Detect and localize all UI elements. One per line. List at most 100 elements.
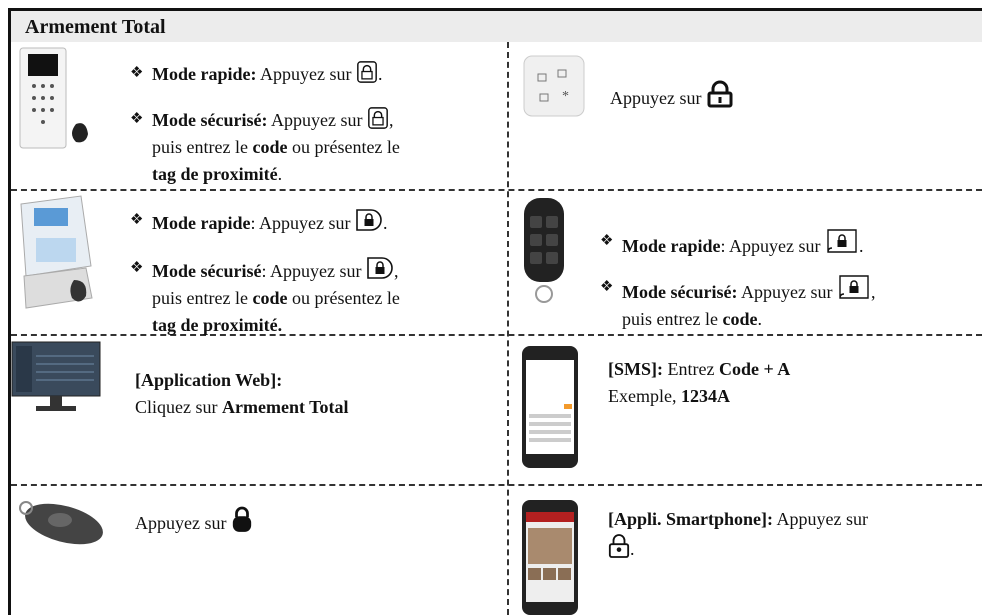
bullet: ❖ — [600, 233, 614, 249]
text-run: Mode rapide — [152, 213, 251, 233]
graphic: * — [562, 89, 569, 104]
bullet-item: ❖ Mode rapide: Appuyez sur . — [130, 60, 400, 88]
graphic — [34, 208, 68, 226]
keypad-image — [19, 47, 88, 149]
graphic — [32, 84, 54, 124]
text-run: : Appuyez sur — [250, 213, 355, 233]
text-run: [SMS]: — [608, 359, 663, 379]
graphic — [32, 108, 36, 112]
text-run: . — [277, 164, 283, 184]
graphic — [70, 280, 87, 302]
text-run: ou présentez le — [287, 137, 400, 157]
text-run: . — [858, 236, 864, 256]
text-run: 1234A — [680, 386, 730, 406]
text-run: Mode rapide — [622, 236, 721, 256]
text-run: . — [757, 309, 762, 329]
text-run: Mode sécurisé: — [622, 282, 738, 302]
graphic — [529, 438, 571, 442]
graphic — [368, 258, 392, 278]
graphic — [358, 62, 376, 82]
table-left-border — [8, 42, 11, 615]
bullet-item: ❖ Mode rapide: Appuyez sur . — [600, 228, 875, 260]
instruction-text: [SMS]: Entrez Code + A Exemple, 1234A — [608, 356, 790, 410]
graphic — [537, 69, 567, 102]
graphic — [530, 234, 542, 246]
text-run: : Appuyez sur — [720, 236, 825, 256]
graphic — [50, 96, 54, 100]
graphic — [528, 528, 572, 564]
bullet-item: ❖ Mode rapide: Appuyez sur . — [130, 207, 400, 237]
graphic — [546, 216, 558, 228]
keypad-image: * — [523, 55, 585, 117]
text-run: , — [393, 261, 399, 281]
graphic — [19, 501, 33, 515]
graphic — [523, 55, 585, 117]
bullet: ❖ — [600, 279, 614, 295]
bullet-item: ❖ Mode sécurisé: Appuyez sur , puis entrez… — [130, 106, 400, 188]
graphic — [530, 216, 542, 228]
phone-image — [522, 346, 578, 468]
graphic — [41, 84, 45, 88]
row-divider — [11, 189, 982, 191]
text-run: . — [377, 64, 383, 84]
instruction-text: Appuyez sur — [135, 505, 253, 537]
text-run: Appuyez sur — [256, 64, 356, 84]
text-run: Code + A — [718, 359, 791, 379]
graphic — [529, 430, 571, 434]
row-divider — [11, 334, 982, 336]
graphic — [72, 123, 88, 143]
phone-image — [522, 500, 578, 615]
text-run: puis entrez le — [152, 288, 253, 308]
graphic — [529, 414, 571, 442]
text-run: code — [722, 309, 758, 329]
table-header: Armement Total — [8, 8, 982, 42]
graphic — [530, 252, 542, 264]
graphic — [539, 93, 549, 102]
graphic — [610, 535, 628, 557]
graphic — [28, 54, 58, 76]
lcd-keypad-image — [20, 195, 93, 309]
graphic — [529, 414, 571, 418]
text-run: Mode sécurisé — [152, 261, 262, 281]
lock-icon — [837, 274, 871, 302]
graphic — [36, 238, 76, 262]
text-run: Appuyez sur — [267, 110, 367, 130]
text-run: Cliquez sur — [135, 397, 222, 417]
graphic — [48, 513, 72, 527]
text-run: code — [252, 137, 288, 157]
lock-icon — [366, 255, 394, 281]
lock-icon — [356, 60, 378, 84]
text-run: Armement Total — [222, 397, 349, 417]
text-run: tag de proximité — [152, 164, 278, 184]
instruction-text: [Appli. Smartphone]: Appuyez sur. — [608, 506, 868, 563]
keyfob-image — [19, 501, 103, 545]
lock-icon — [825, 228, 859, 256]
graphic — [36, 355, 94, 381]
instruction-text: Appuyez sur — [610, 80, 734, 112]
graphic — [32, 84, 36, 88]
text-run: tag de proximité. — [152, 315, 283, 335]
text-run: . — [382, 213, 388, 233]
graphic — [530, 216, 558, 264]
lock-icon — [231, 505, 253, 533]
header-title: Armement Total — [25, 16, 166, 38]
graphic — [535, 285, 553, 303]
lock-icon — [706, 80, 734, 108]
text-run: : Appuyez sur — [261, 261, 366, 281]
text-run: Mode sécurisé: — [152, 110, 268, 130]
text-run: , — [870, 282, 876, 302]
graphic — [233, 508, 251, 532]
graphic — [543, 568, 556, 580]
text-run: Appuyez sur — [610, 88, 702, 108]
graphic — [546, 252, 558, 264]
graphic — [709, 82, 731, 106]
instruction-list: ❖ Mode rapide: Appuyez sur . ❖ Mode sécuri… — [600, 228, 875, 333]
bullet: ❖ — [130, 111, 144, 127]
bullet: ❖ — [130, 65, 144, 81]
graphic — [564, 404, 572, 409]
graphic — [50, 84, 54, 88]
lock-icon — [608, 533, 630, 559]
graphic — [32, 96, 36, 100]
